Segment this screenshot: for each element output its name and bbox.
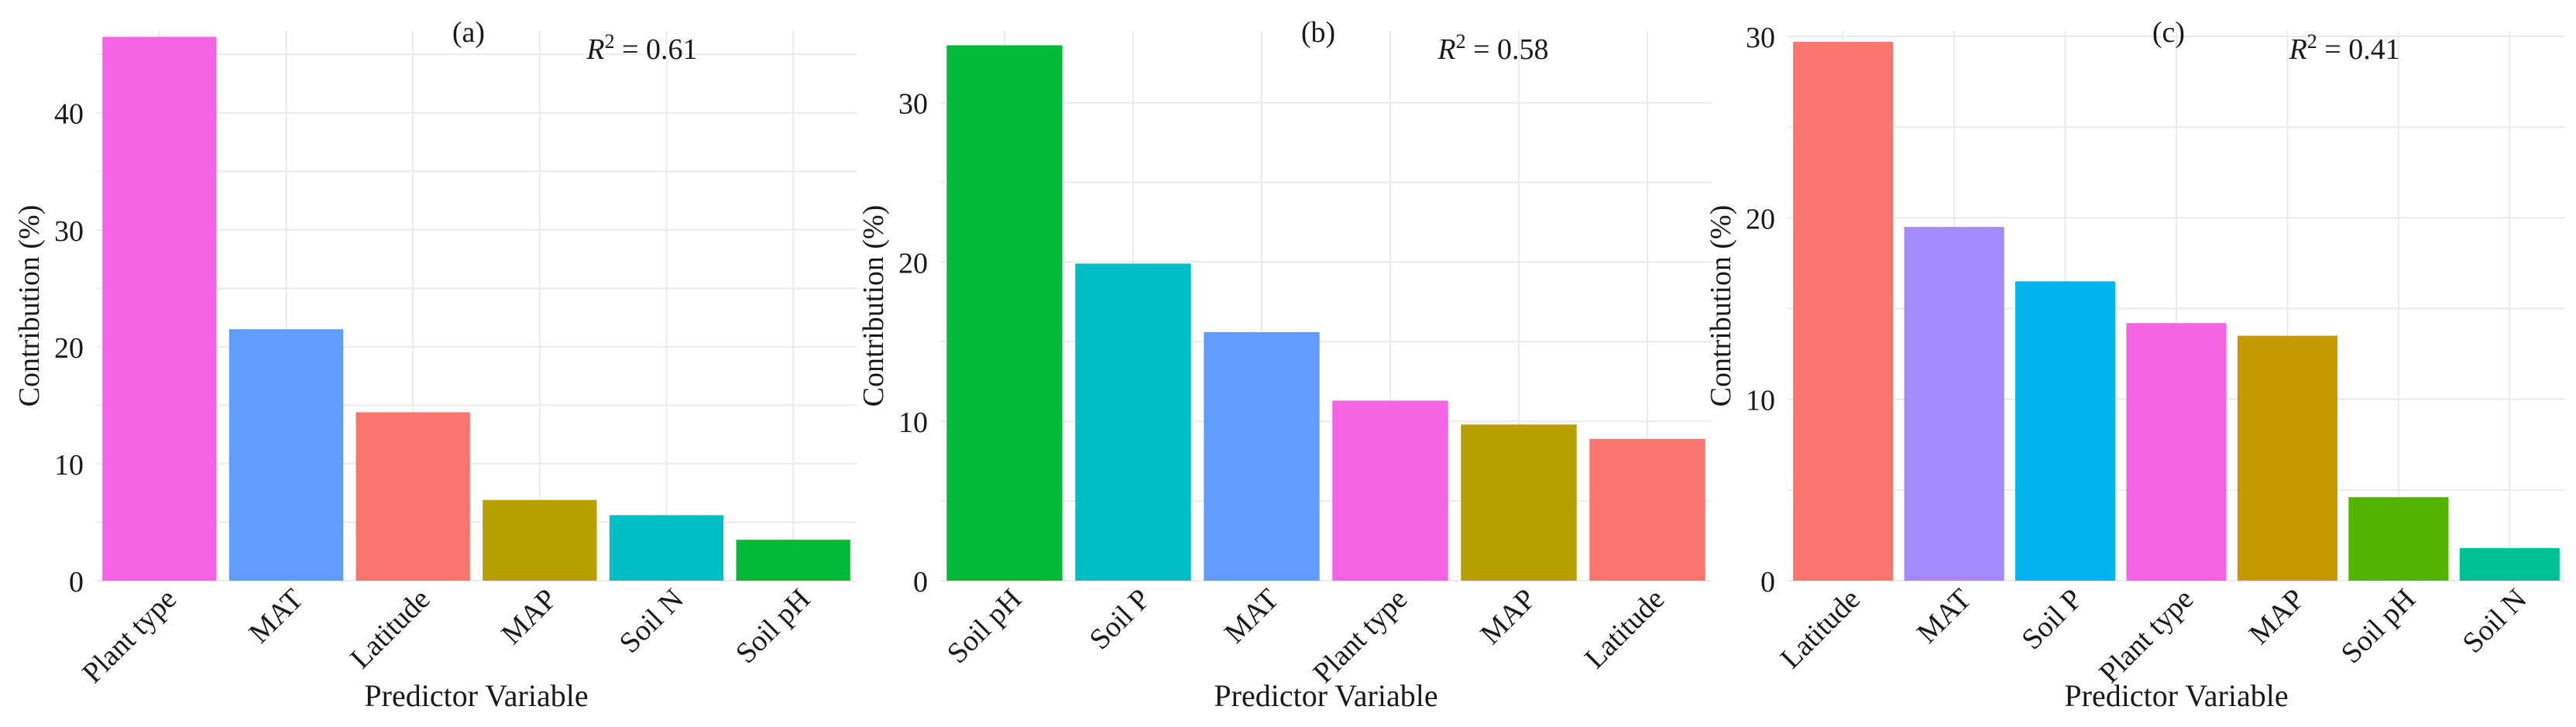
y-tick-label: 30 [54, 215, 84, 248]
r2-value: = 0.61 [615, 33, 698, 66]
x-tick-label: Soil P [1084, 583, 1157, 657]
x-tick-label: Soil pH [941, 583, 1029, 670]
y-tick-label: 10 [54, 449, 84, 482]
bar-plant-type [102, 36, 217, 581]
y-tick-label: 30 [898, 88, 928, 121]
panel-a: 0 10 20 30 40 Plant type MAT Latitude MAP Soil N S… [13, 16, 857, 713]
x-tick-label: Soil N [2457, 583, 2533, 660]
bar-plant-type [1332, 400, 1448, 581]
y-axis-title: Contribution (%) [857, 205, 890, 407]
r2-value: = 0.58 [1466, 33, 1549, 66]
y-tick-label: 10 [898, 406, 928, 439]
r2-symbol: R [2289, 33, 2307, 66]
y-tick-label: 40 [54, 98, 84, 131]
r2-exponent: 2 [2307, 30, 2317, 53]
bar-soil-n [609, 515, 724, 581]
x-tick-label: Soil P [2015, 583, 2089, 657]
panel-b: 0 10 20 30 Soil pH Soil P MAT Plant type MAP Lati… [857, 16, 1712, 713]
x-tick-label: Latitude [344, 583, 436, 675]
bar-mat [228, 329, 344, 581]
bar-soil-p [2015, 281, 2116, 581]
r2-annotation: R2 = 0.41 [2289, 30, 2400, 66]
x-tick-label: MAT [242, 583, 309, 650]
bar-mat [1904, 227, 2004, 581]
x-tick-label: Plant type [2093, 583, 2200, 690]
r2-value: = 0.41 [2317, 33, 2400, 66]
panel-c: 0 10 20 30 Latitude MAT Soil P Plant type MAP Soi… [1705, 16, 2565, 713]
x-tick-label: Soil N [613, 583, 690, 660]
y-tick-label: 0 [1760, 566, 1775, 598]
x-tick-label: Latitude [1774, 583, 1867, 675]
bar-mat [1204, 331, 1320, 581]
y-axis-title: Contribution (%) [13, 205, 46, 407]
panel-label: (a) [452, 16, 485, 49]
x-tick-label: MAT [1911, 583, 1977, 650]
y-tick-label: 0 [913, 566, 928, 598]
r2-annotation: R2 = 0.61 [586, 30, 697, 66]
x-axis-title: Predictor Variable [2064, 678, 2288, 713]
x-axis-title: Predictor Variable [1214, 678, 1437, 713]
y-tick-label: 20 [898, 247, 928, 279]
x-tick-label: Soil pH [730, 583, 817, 670]
r2-annotation: R2 = 0.58 [1437, 30, 1548, 66]
bar-map [1461, 424, 1577, 581]
bar-map [483, 499, 597, 581]
x-axis-title: Predictor Variable [364, 678, 588, 713]
r2-symbol: R [1437, 33, 1455, 66]
bar-soil-p [1075, 263, 1191, 581]
y-tick-label: 0 [69, 566, 84, 598]
panel-label: (c) [2152, 16, 2185, 49]
panel-label: (b) [1301, 16, 1335, 49]
y-tick-label: 20 [1746, 203, 1775, 235]
x-tick-label: Plant type [1307, 583, 1413, 690]
x-tick-label: MAT [1218, 583, 1285, 650]
bar-latitude [1793, 42, 1894, 581]
x-tick-label: MAP [1474, 583, 1542, 651]
y-tick-label: 30 [1746, 22, 1775, 54]
x-tick-label: MAP [495, 583, 563, 651]
bar-latitude [355, 412, 470, 581]
r2-exponent: 2 [605, 30, 615, 53]
bar-map [2237, 335, 2337, 581]
bar-soil-n [2459, 547, 2560, 581]
bar-soil-ph [2348, 497, 2449, 581]
r2-symbol: R [586, 33, 604, 66]
x-tick-label: Latitude [1578, 583, 1671, 675]
bar-latitude [1589, 438, 1705, 581]
y-axis-title: Contribution (%) [1705, 205, 1737, 407]
y-tick-label: 10 [1746, 385, 1775, 417]
bar-soil-ph [946, 45, 1063, 581]
bar-plant-type [2126, 323, 2227, 581]
x-tick-label: MAP [2243, 583, 2311, 651]
bar-soil-ph [736, 540, 850, 581]
x-tick-label: Soil pH [2335, 583, 2423, 670]
x-tick-label: Plant type [76, 583, 183, 690]
r2-exponent: 2 [1456, 30, 1466, 53]
y-tick-label: 20 [54, 332, 84, 365]
